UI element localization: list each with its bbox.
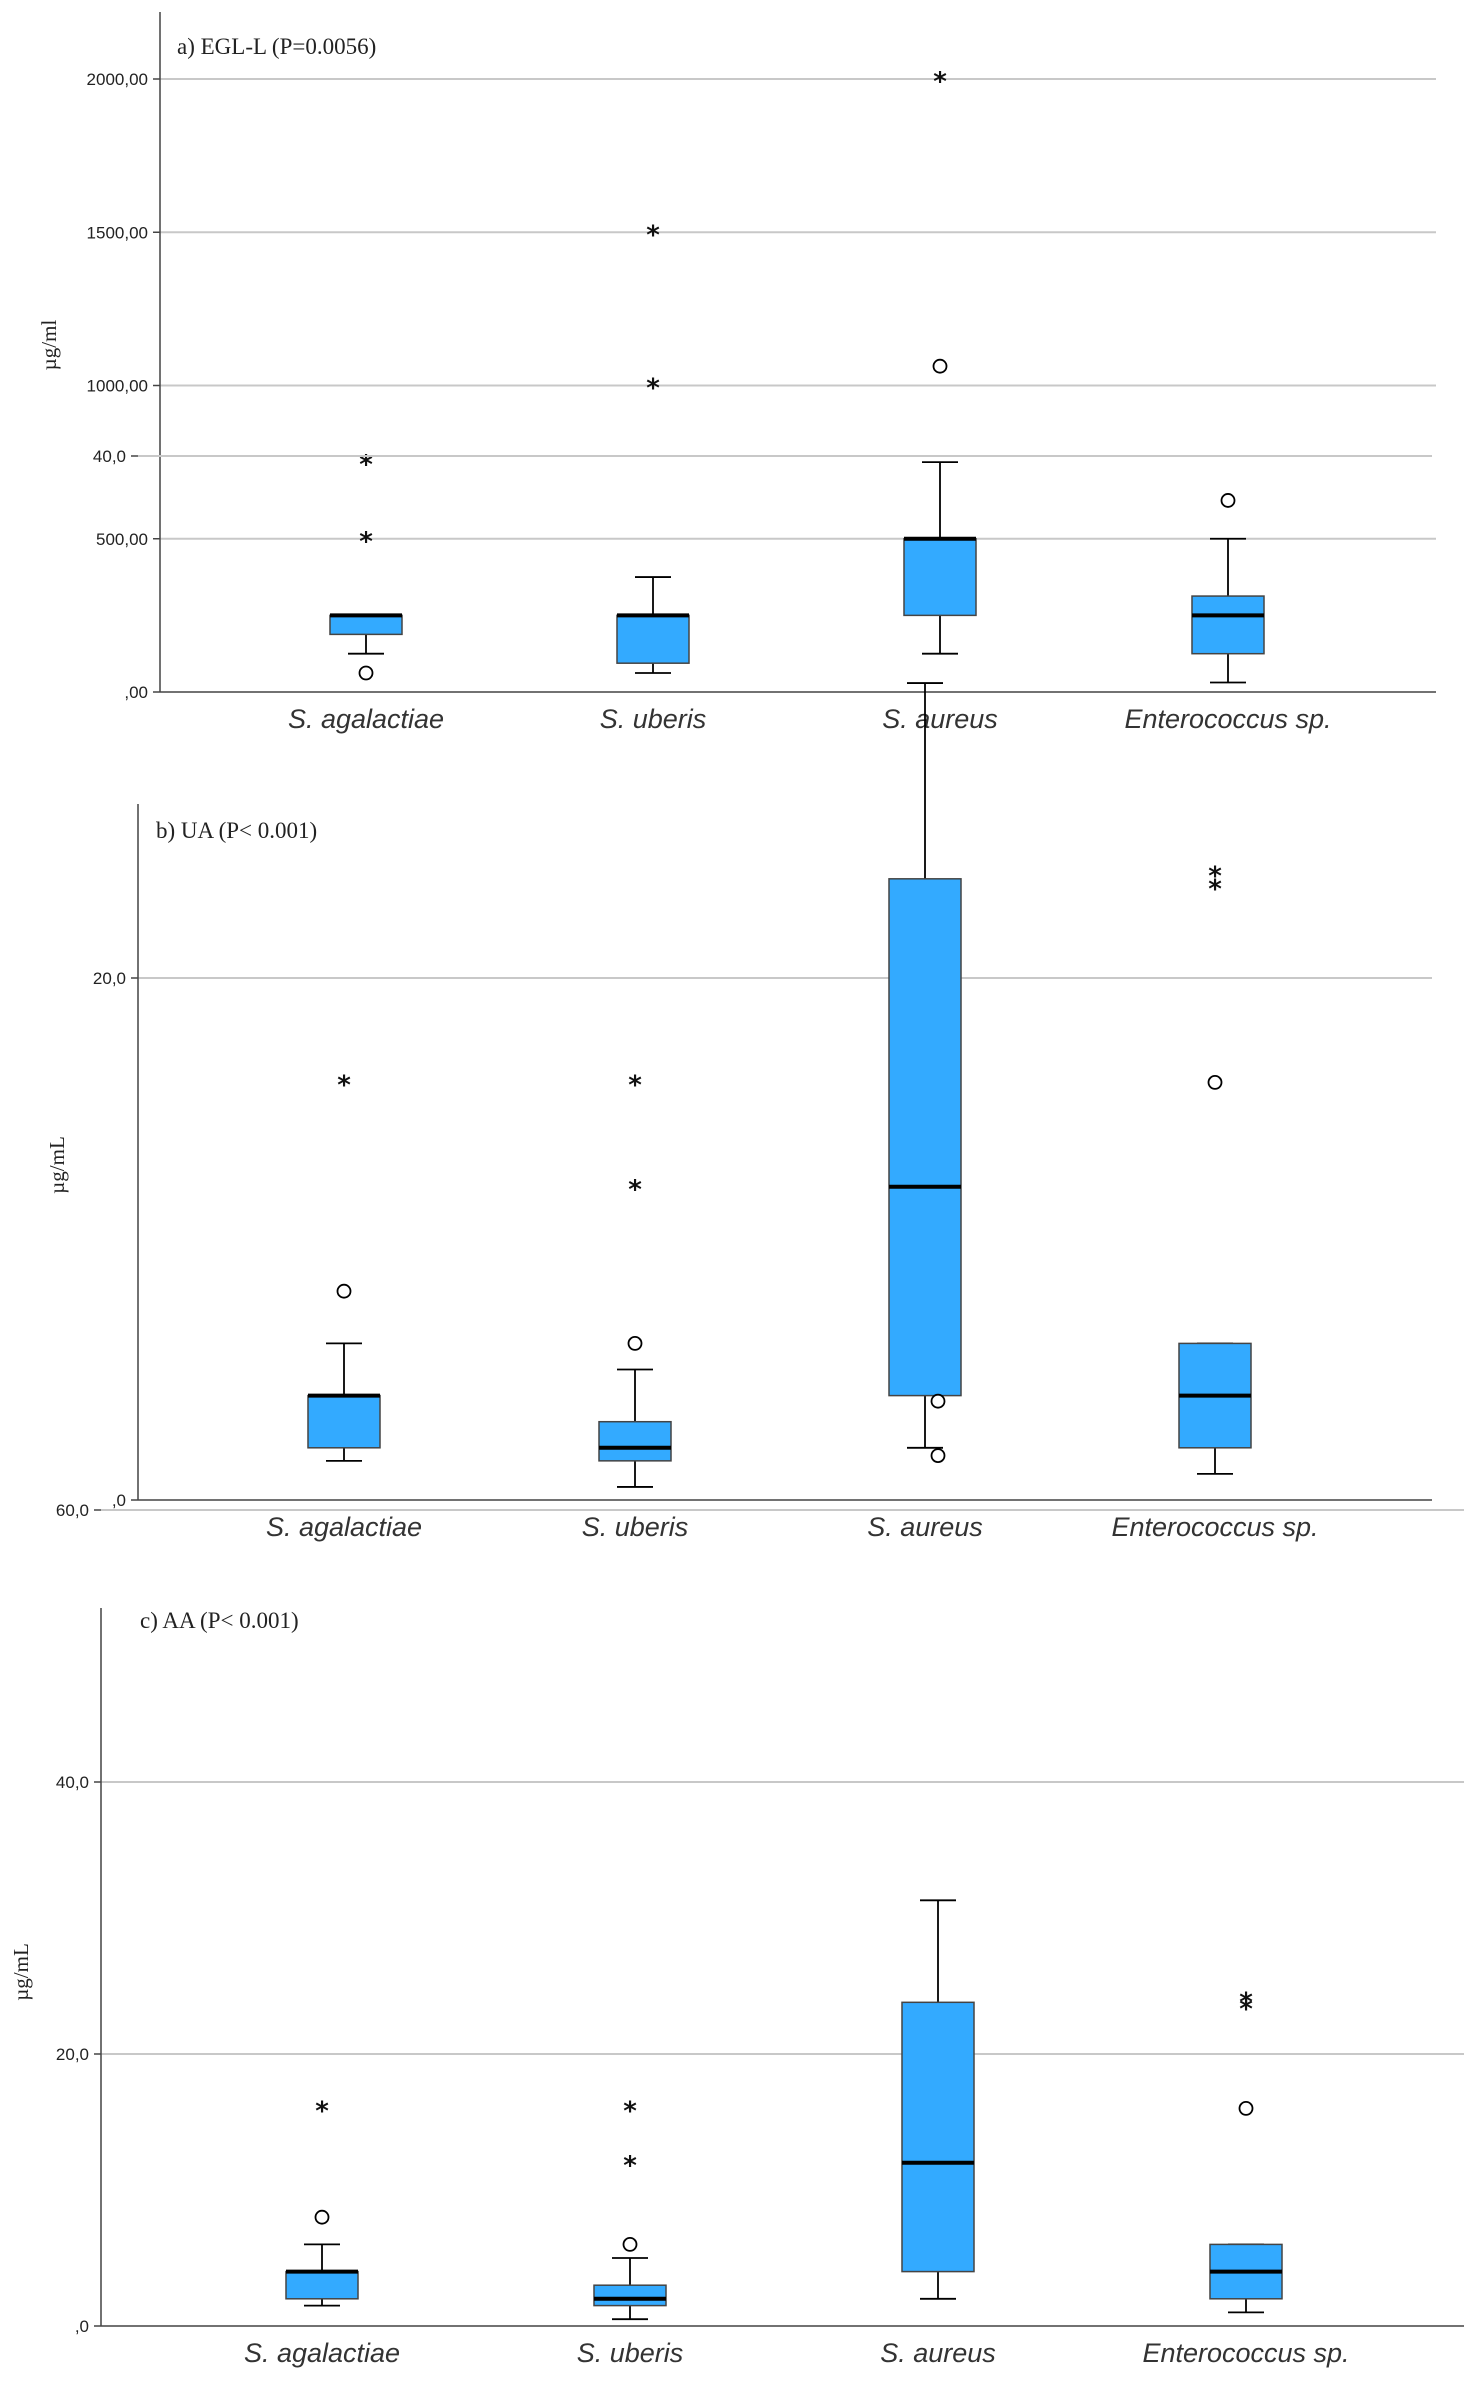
category-label: S. aureus (882, 704, 998, 734)
y-tick-label: 20,0 (93, 969, 126, 988)
extreme-point: * (1208, 875, 1222, 905)
outlier-point (622, 2236, 638, 2252)
outlier-point (336, 1283, 352, 1299)
outlier-point (932, 358, 948, 374)
extreme-point: * (359, 450, 373, 480)
extreme-point: * (1239, 1994, 1253, 2024)
category-label: Enterococcus sp. (1142, 2338, 1349, 2368)
y-axis-label: µg/mL (45, 1136, 69, 1194)
box-2: ** (598, 1070, 672, 1488)
category-label: Enterococcus sp. (1124, 704, 1331, 734)
category-label: S. agalactiae (266, 1512, 422, 1542)
y-tick-label: 60,0 (56, 1501, 89, 1520)
category-label: S. agalactiae (244, 2338, 400, 2368)
extreme-point: * (623, 2151, 637, 2181)
category-label: S. uberis (577, 2338, 684, 2368)
extreme-point: * (628, 1175, 642, 1205)
outlier-point (627, 1336, 643, 1351)
y-tick-label: 500,00 (96, 530, 148, 549)
box-1: * (307, 1070, 381, 1462)
panel-title: c) AA (P< 0.001) (140, 1608, 299, 1633)
y-tick-label: ,0 (75, 2317, 89, 2336)
iqr-box (901, 2001, 975, 2273)
box-1: ** (329, 450, 403, 681)
panel-title: a) EGL-L (P=0.0056) (177, 34, 376, 59)
category-label: S. aureus (867, 1512, 983, 1542)
outlier-point (314, 2209, 330, 2225)
y-tick-label: ,00 (124, 683, 148, 702)
y-tick-label: 2000,00 (87, 70, 148, 89)
outlier-point (358, 665, 374, 681)
extreme-point: * (1239, 1988, 1253, 2018)
box-2: ** (593, 2096, 667, 2321)
extreme-point: * (1208, 862, 1222, 892)
box-4: ** (1178, 862, 1252, 1475)
y-tick-label: 1500,00 (87, 223, 148, 242)
chart-panel-1: ,00 500,00 1000,00 1500,00 2000,00 a) EGL-L (… (37, 12, 1436, 734)
category-label: S. uberis (600, 704, 707, 734)
box-4 (1191, 493, 1265, 684)
iqr-box (1191, 595, 1265, 655)
extreme-point: * (646, 374, 660, 404)
box-2: ** (616, 220, 690, 674)
box-3: * (903, 67, 977, 655)
chart-panel-3: ,0 20,0 40,0 60,0 c) AA (P< 0.001) µg/mL * S. a… (9, 1393, 1464, 2368)
y-axis-label: µg/mL (9, 1943, 33, 2001)
category-label: Enterococcus sp. (1111, 1512, 1318, 1542)
chart-panel-2: ,0 20,0 40,0 60,0 b) UA (P< 0.001) µg/mL * S. a… (45, 447, 1432, 1542)
y-tick-label: 20,0 (56, 2045, 89, 2064)
category-label: S. agalactiae (288, 704, 444, 734)
extreme-point: * (628, 1070, 642, 1100)
category-label: S. aureus (880, 2338, 996, 2368)
extreme-point: * (359, 527, 373, 557)
box-3 (888, 682, 962, 1449)
y-tick-label: 1000,00 (87, 377, 148, 396)
panel-title: b) UA (P< 0.001) (156, 818, 317, 843)
iqr-box (888, 878, 962, 1397)
outlier-point (930, 1448, 946, 1463)
y-tick-label: 40,0 (93, 447, 126, 466)
iqr-box (329, 614, 403, 636)
y-tick-label: 40,0 (56, 1773, 89, 1792)
extreme-point: * (337, 1070, 351, 1100)
iqr-box (593, 2284, 667, 2307)
extreme-point: * (933, 67, 947, 97)
extreme-point: * (646, 220, 660, 250)
y-tick-label: ,0 (112, 1491, 126, 1510)
extreme-point: * (623, 2096, 637, 2126)
box-3 (901, 1393, 975, 2300)
y-axis-label: µg/ml (37, 320, 61, 371)
iqr-box (307, 1394, 381, 1449)
outlier-point (1207, 1075, 1223, 1090)
iqr-box (903, 538, 977, 617)
category-label: S. uberis (582, 1512, 689, 1542)
outlier-point (1220, 493, 1236, 508)
iqr-box (598, 1420, 672, 1462)
box-4: ** (1209, 1988, 1283, 2314)
box-1: * (285, 2096, 359, 2307)
outlier-point (1238, 2100, 1254, 2116)
extreme-point: * (315, 2096, 329, 2126)
iqr-box (285, 2270, 359, 2300)
iqr-box (616, 614, 690, 664)
outlier-point (930, 1393, 946, 1409)
